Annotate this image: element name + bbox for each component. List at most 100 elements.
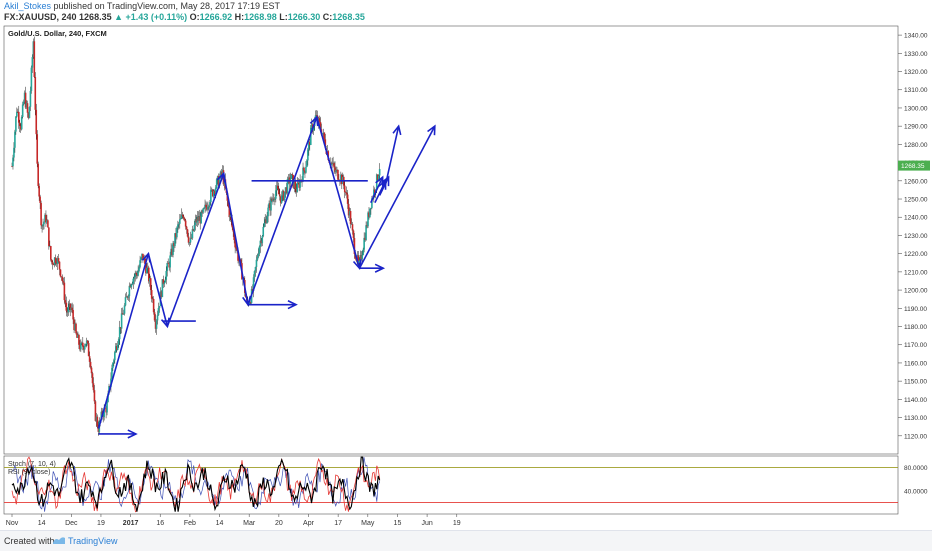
candle-body (255, 259, 258, 268)
trend-arrow-line[interactable] (97, 253, 150, 429)
candle-body (11, 166, 13, 167)
chart-title: Gold/U.S. Dollar, 240, FXCM (8, 29, 107, 38)
candle-body (75, 323, 77, 334)
candle-body (293, 181, 296, 188)
candle-body (121, 313, 124, 315)
candle-body (330, 162, 332, 165)
candle-body (253, 271, 256, 278)
candle-body (120, 313, 123, 329)
open-label: O: (189, 12, 200, 22)
trend-arrow-line[interactable] (222, 173, 249, 305)
candle-body (114, 352, 116, 361)
tradingview-brand[interactable]: TradingView (68, 536, 118, 546)
candle-body (201, 211, 203, 213)
trend-arrow-line[interactable] (370, 176, 384, 204)
candle-body (102, 415, 104, 418)
candle-body (362, 249, 364, 255)
candle-body (23, 92, 26, 102)
candle-body (171, 248, 173, 255)
publish-info: published on TradingView.com, May 28, 20… (53, 1, 281, 11)
author-link[interactable]: Akil_Stokes (4, 1, 52, 11)
candle-body (324, 139, 327, 149)
candle-body (148, 278, 151, 282)
candle-body (196, 216, 199, 223)
trend-arrow-line[interactable] (374, 180, 387, 204)
oscillator-series-other (11, 457, 381, 512)
candle-body (346, 194, 349, 204)
arrow-head-icon (380, 175, 390, 187)
candle-body (128, 285, 131, 297)
candle-body (333, 163, 335, 168)
candle-body (192, 229, 195, 231)
candle-body (80, 343, 82, 350)
candle-body (283, 192, 286, 201)
candle-body (360, 255, 363, 260)
candle-body (92, 383, 95, 391)
candle-body (12, 157, 14, 167)
trend-arrow-line[interactable] (247, 116, 318, 305)
candle-body (70, 307, 72, 310)
trend-arrow-line[interactable] (358, 125, 436, 269)
candle-body (57, 258, 60, 262)
high-label: H: (234, 12, 245, 22)
y-tick-label: 1140.00 (904, 397, 927, 404)
arrow-head-icon (374, 263, 386, 273)
candle-body (261, 236, 264, 244)
candle-body (158, 306, 161, 309)
candle-body (260, 240, 263, 244)
candle-body (58, 261, 61, 270)
candle-body (378, 169, 381, 176)
candle-body (307, 149, 309, 161)
candle-body (114, 346, 117, 353)
candle-body (135, 272, 137, 275)
candle-body (132, 278, 135, 284)
candle-body (105, 407, 107, 413)
candle-body (61, 276, 64, 282)
candle-body (197, 216, 200, 221)
candle-body (64, 300, 67, 303)
candle-body (184, 220, 187, 227)
candle-body (68, 303, 71, 307)
candle-body (149, 278, 152, 291)
candle-body (59, 269, 62, 277)
candle-body (370, 207, 372, 209)
candle-body (266, 216, 268, 224)
x-tick-label: May (361, 520, 375, 527)
trend-arrow-line[interactable] (316, 116, 361, 269)
candle-body (321, 133, 324, 135)
trend-arrow-line[interactable] (147, 253, 169, 327)
candle-body (296, 183, 299, 193)
candle-body (86, 340, 89, 344)
chart-canvas[interactable]: 1340.00 1330.00 1320.00 1310.00 1300.00 1290.… (0, 24, 932, 530)
x-tick-label: Feb (184, 520, 196, 527)
candle-body (248, 301, 251, 305)
candle-body (208, 205, 210, 207)
candle-body (155, 320, 158, 329)
candle-body (271, 198, 273, 201)
candle-body (272, 198, 274, 201)
y-tick-label: 1230.00 (904, 233, 928, 240)
candle-body (46, 220, 48, 223)
candle-body (221, 170, 224, 176)
oscillator-series-d (11, 456, 381, 513)
candle-body (131, 283, 134, 285)
trend-arrow-line[interactable] (384, 125, 400, 185)
candle-body (113, 360, 115, 364)
oscillator-series-k (11, 456, 381, 512)
candle-body (48, 227, 50, 247)
x-tick-label: Mar (243, 520, 256, 527)
candle-body (81, 342, 83, 344)
candle-body (139, 260, 141, 268)
candle-body (332, 163, 334, 164)
high-value: 1268.98 (244, 12, 277, 22)
candle-body (263, 223, 266, 227)
candle-body (194, 219, 197, 225)
candle-body (51, 262, 54, 265)
candle-body (304, 170, 306, 173)
trend-arrow-line[interactable] (166, 173, 225, 327)
candle-body (28, 106, 31, 119)
candle-body (13, 147, 15, 158)
candle-body (47, 220, 49, 228)
y-tick-label: 1320.00 (904, 69, 928, 76)
candle-body (179, 219, 181, 224)
